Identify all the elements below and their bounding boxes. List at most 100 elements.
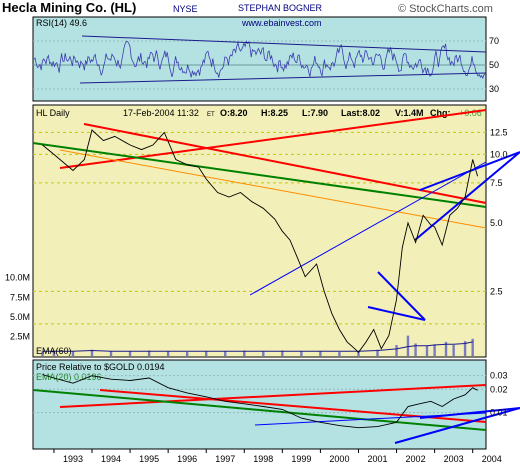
volume-tick-label: 7.5M bbox=[10, 292, 30, 302]
volume-bar bbox=[406, 335, 410, 356]
quote-open: O:8.20 bbox=[220, 108, 248, 118]
quote-date: 17-Feb-2004 11:32 bbox=[123, 108, 199, 118]
rsi-gridlines bbox=[33, 40, 486, 90]
volume-ema-label: EMA(60) bbox=[36, 346, 72, 356]
volume-bar bbox=[414, 343, 417, 356]
quote-low: L:7.90 bbox=[302, 108, 328, 118]
x-axis-labels: 1993 1994 1995 1996 1997 1998 1999 2000 2001 2002… bbox=[53, 449, 502, 464]
price-panel-bg bbox=[32, 104, 487, 358]
trendline-red-upper bbox=[59, 109, 487, 169]
price-tick-label: 10.0 bbox=[490, 149, 508, 159]
price-tick-label: 2.5 bbox=[490, 286, 503, 296]
x-tick-label: 1999 bbox=[291, 454, 311, 464]
price-panel: HL Daily 17-Feb-2004 11:32 ET O:8.20 H:8… bbox=[5, 104, 520, 358]
author-label: STEPHAN BOGNER bbox=[238, 3, 323, 13]
rel-trendline-blue-lower bbox=[394, 407, 520, 444]
quote-change-label: Chg: bbox=[430, 108, 451, 118]
rel-trendline-green bbox=[32, 389, 487, 431]
volume-bar bbox=[205, 351, 208, 356]
volume-bar bbox=[166, 351, 170, 356]
price-tick-label: 5.0 bbox=[490, 218, 503, 228]
relative-tick-labels: 0.03 0.02 0.01 bbox=[490, 371, 508, 418]
rsi-trendline-bottom bbox=[79, 72, 487, 84]
price-tick-label: 12.5 bbox=[490, 127, 508, 137]
volume-bar bbox=[71, 351, 75, 356]
rel-trendline-red-upper bbox=[59, 384, 487, 408]
exchange-label: NYSE bbox=[173, 4, 198, 14]
trendline-orange bbox=[59, 149, 487, 229]
trendline-blue-wedge-a bbox=[377, 271, 426, 321]
volume-bar bbox=[300, 351, 303, 356]
volume-bar bbox=[185, 352, 189, 356]
copyright-label: © StockCharts.com bbox=[398, 3, 493, 15]
volume-bars bbox=[41, 335, 474, 356]
rsi-tick-label: 50 bbox=[489, 60, 499, 70]
volume-bar bbox=[262, 351, 265, 356]
volume-bar bbox=[109, 351, 113, 356]
rel-trendline-blue-upper bbox=[419, 407, 520, 419]
price-tick-label: 7.5 bbox=[490, 178, 503, 188]
volume-bar bbox=[281, 350, 284, 356]
x-tick-label: 2003 bbox=[444, 454, 464, 464]
relative-tick-label: 0.02 bbox=[490, 384, 508, 394]
rsi-tick-labels: 70 50 30 bbox=[489, 36, 499, 94]
x-tick-label: 1998 bbox=[253, 454, 273, 464]
volume-bar bbox=[41, 351, 44, 356]
rsi-panel: www.ebainvest.com RSI(14) 49.6 70 50 30 bbox=[32, 16, 499, 102]
rsi-tick-label: 30 bbox=[489, 84, 499, 94]
volume-bar bbox=[463, 341, 467, 356]
x-tick-label: 2002 bbox=[406, 454, 426, 464]
volume-bar bbox=[128, 351, 132, 356]
trendline-blue-long bbox=[249, 161, 487, 296]
quote-high: H:8.25 bbox=[261, 108, 288, 118]
relative-tick-label: 0.01 bbox=[490, 408, 508, 418]
price-series-label: HL Daily bbox=[36, 108, 70, 118]
volume-bar bbox=[444, 341, 448, 356]
x-tick-label: 1994 bbox=[101, 454, 121, 464]
volume-bar bbox=[425, 345, 429, 356]
volume-tick-label: 10.0M bbox=[5, 273, 30, 283]
relative-ema-label: EMA(20) 0.0196 bbox=[36, 372, 102, 382]
volume-bar bbox=[243, 350, 246, 356]
x-tick-label: 1993 bbox=[63, 454, 83, 464]
volume-bar bbox=[471, 338, 474, 356]
volume-bar bbox=[319, 351, 322, 356]
quote-volume: V:1.4M bbox=[395, 108, 424, 118]
price-tick-labels: 12.5 10.0 7.5 5.0 2.5 bbox=[490, 127, 508, 296]
volume-bar bbox=[52, 350, 56, 356]
relative-price-line bbox=[42, 374, 478, 429]
quote-last: Last:8.02 bbox=[341, 108, 380, 118]
x-tick-label: 1996 bbox=[177, 454, 197, 464]
website-label: www.ebainvest.com bbox=[241, 18, 322, 28]
x-tick-label: 2000 bbox=[329, 454, 349, 464]
volume-bar bbox=[376, 349, 379, 356]
x-tick-label: 1997 bbox=[215, 454, 235, 464]
volume-bar bbox=[452, 345, 455, 356]
rsi-panel-bg bbox=[32, 16, 487, 102]
relative-label: Price Relative to $GOLD 0.0194 bbox=[36, 362, 165, 372]
volume-bar bbox=[357, 351, 360, 356]
volume-ema-line bbox=[42, 341, 473, 352]
volume-bar bbox=[90, 349, 94, 356]
volume-bar bbox=[147, 350, 151, 356]
x-tick-label: 2004 bbox=[482, 454, 502, 464]
x-tick-label: 2001 bbox=[367, 454, 387, 464]
chart-title: Hecla Mining Co. (HL) bbox=[2, 0, 136, 15]
rsi-trendline-top bbox=[81, 35, 487, 53]
volume-bar bbox=[395, 345, 398, 356]
rsi-label: RSI(14) 49.6 bbox=[36, 18, 87, 28]
volume-tick-label: 5.0M bbox=[10, 312, 30, 322]
volume-bar bbox=[433, 344, 436, 356]
volume-tick-label: 2.5M bbox=[10, 331, 30, 341]
x-tick-label: 1995 bbox=[139, 454, 159, 464]
relative-tick-label: 0.03 bbox=[490, 371, 508, 381]
volume-tick-labels: 10.0M 7.5M 5.0M 2.5M bbox=[5, 273, 30, 342]
volume-bar bbox=[224, 351, 227, 356]
relative-panel: Price Relative to $GOLD 0.0194 EMA(20) 0… bbox=[32, 359, 520, 450]
volume-bar bbox=[338, 352, 341, 356]
quote-timezone: ET bbox=[207, 112, 215, 118]
trendline-red-lower bbox=[83, 123, 487, 204]
rsi-line bbox=[33, 40, 486, 80]
rsi-tick-label: 70 bbox=[489, 36, 499, 46]
